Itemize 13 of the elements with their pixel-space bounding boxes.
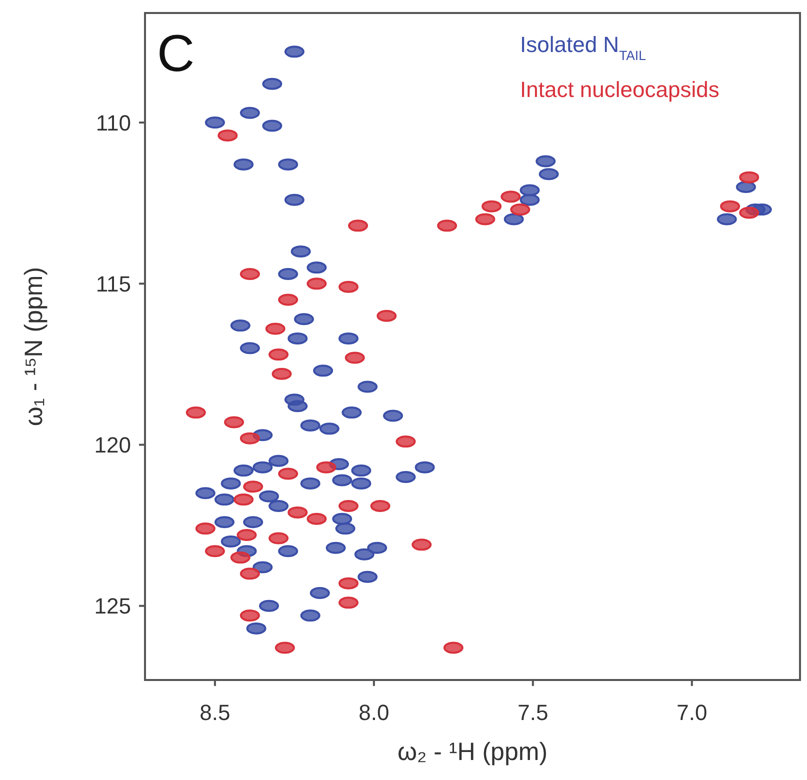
y-tick-label: 125 — [94, 594, 131, 619]
y-tick-label: 110 — [96, 110, 131, 136]
x-tick-label: 7.5 — [518, 700, 548, 725]
x-axis-title: ω₂ - ¹H (ppm) — [397, 738, 548, 766]
text: Intact nucleocapsids — [520, 77, 720, 102]
x-tick-label: 7.0 — [676, 700, 708, 725]
annotation: C — [157, 25, 195, 83]
y-tick-label: 115 — [96, 271, 131, 296]
x-tick-label: 8.0 — [358, 700, 390, 725]
y-axis-title: ω₁ - ¹⁵N (ppm) — [20, 266, 48, 426]
y-tick-label: 120 — [94, 432, 131, 458]
x-tick-label: 8.5 — [200, 700, 230, 725]
text: Isolated N$_{TAIL}$ — [520, 32, 646, 62]
